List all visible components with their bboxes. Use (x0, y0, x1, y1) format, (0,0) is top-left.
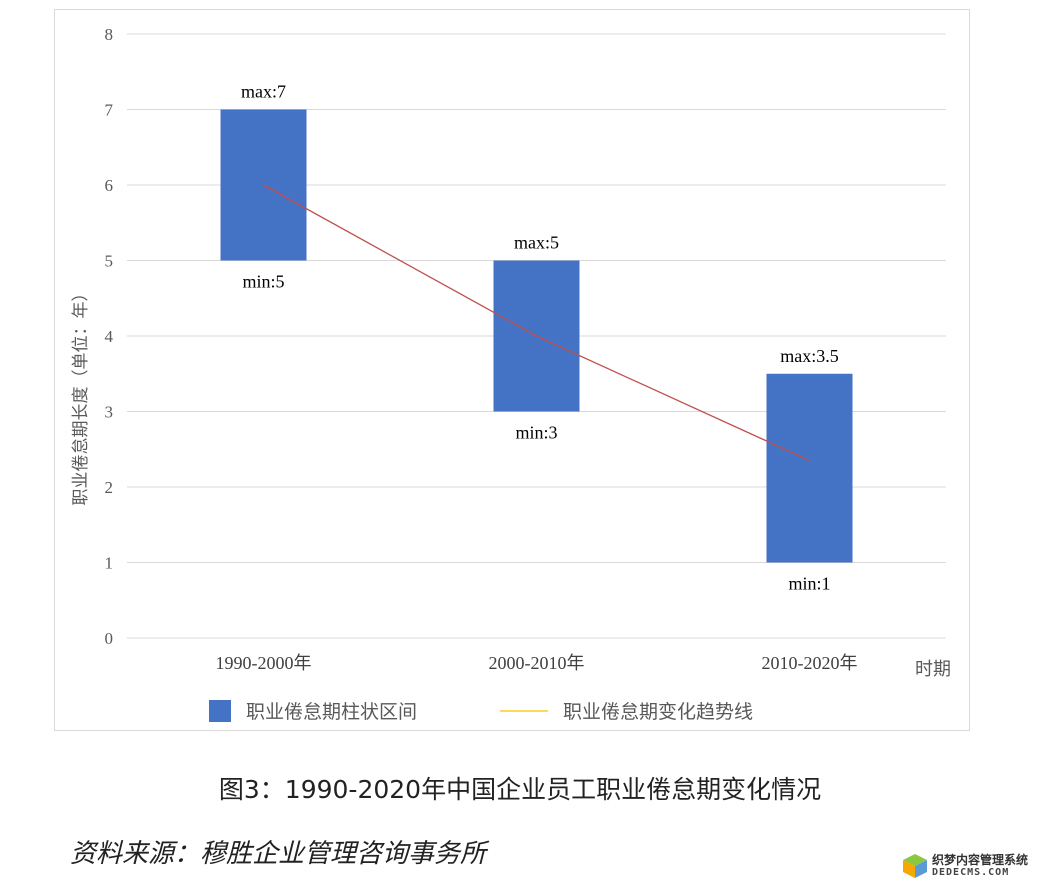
watermark-domain: DEDECMS.COM (932, 867, 1010, 878)
bar (766, 373, 853, 563)
y-tick-label: 3 (105, 403, 114, 422)
y-tick-label: 8 (105, 25, 114, 44)
chart: 0 1 2 3 4 5 6 7 8 max:7 min:5 max:5 min:3 max:3.5 min… (71, 25, 951, 723)
y-tick-label: 7 (105, 101, 114, 120)
watermark: 织梦内容管理系统 DEDECMS.COM (900, 851, 1036, 881)
y-axis-title: 职业倦怠期长度（单位：年） (71, 285, 91, 506)
x-category-label: 1990-2000年 (216, 653, 312, 673)
watermark-logo-icon (903, 854, 927, 878)
x-category-label: 2010-2020年 (762, 653, 858, 673)
legend-bar-swatch (209, 700, 231, 722)
y-tick-label: 1 (105, 554, 114, 573)
figure-caption: 图3：1990-2020年中国企业员工职业倦怠期变化情况 (218, 775, 822, 804)
y-tick-label: 2 (105, 478, 114, 497)
chart-frame (54, 9, 970, 731)
bar-min-label: min:1 (788, 574, 830, 594)
bar-min-label: min:3 (515, 423, 557, 443)
trend-line (263, 184, 810, 462)
data-labels: max:7 min:5 max:5 min:3 max:3.5 min:1 (241, 82, 839, 594)
y-tick-label: 5 (105, 252, 114, 271)
legend-line-label: 职业倦怠期变化趋势线 (563, 701, 753, 723)
x-category-label: 2000-2010年 (489, 653, 585, 673)
bars (220, 109, 853, 563)
y-axis-ticks: 0 1 2 3 4 5 6 7 8 (105, 25, 114, 648)
x-axis-categories: 1990-2000年 2000-2010年 2010-2020年 (216, 653, 858, 673)
y-tick-label: 4 (105, 327, 114, 346)
legend: 职业倦怠期柱状区间 职业倦怠期变化趋势线 (209, 700, 753, 723)
y-tick-label: 0 (105, 629, 114, 648)
source-note: 资料来源：穆胜企业管理咨询事务所 (70, 839, 487, 869)
y-tick-label: 6 (105, 176, 114, 195)
bar-max-label: max:7 (241, 82, 286, 102)
bar-max-label: max:3.5 (780, 346, 839, 366)
trend-line-group (263, 184, 810, 462)
x-axis-title: 时期 (915, 659, 951, 680)
watermark-text: 织梦内容管理系统 (932, 853, 1029, 867)
bar-max-label: max:5 (514, 233, 559, 253)
legend-bar-label: 职业倦怠期柱状区间 (246, 701, 417, 723)
bar-min-label: min:5 (242, 272, 284, 292)
